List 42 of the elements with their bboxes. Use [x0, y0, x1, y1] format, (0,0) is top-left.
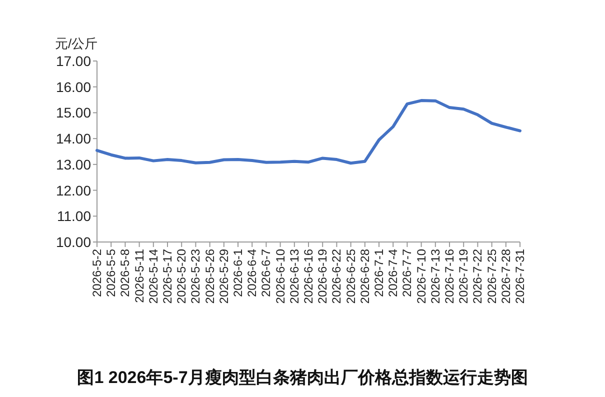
x-tick-label: 2026-6-4	[245, 248, 260, 298]
x-tick-label: 2026-5-17	[160, 248, 174, 304]
y-tick-label: 16.00	[56, 78, 92, 95]
x-tick-label: 2026-7-1	[372, 248, 386, 298]
x-tick-label: 2026-7-25	[484, 248, 499, 304]
x-tick-label: 2026-5-26	[202, 248, 217, 304]
text: 图1 2026年5-7月瘦肉型白条猪肉出厂价格总指数运行走势图	[77, 368, 528, 387]
y-tick-label: 11.00	[57, 208, 92, 224]
y-tick-label: 12.00	[56, 182, 92, 198]
y-tick-label: 13.00	[56, 156, 92, 172]
x-tick-label: 2026-7-7	[400, 248, 414, 298]
y-tick-label: 17.00	[56, 53, 92, 69]
line-series	[96, 99, 522, 165]
x-tick-label: 2026-5-11	[132, 248, 146, 303]
x-tick-label: 2026-5-29	[216, 248, 231, 304]
x-tick-label: 2026-7-13	[428, 248, 442, 304]
x-tick-label: 2026-6-25	[344, 248, 358, 304]
x-tick-label: 2026-7-16	[442, 248, 456, 304]
y-tick-label: 14.00	[56, 130, 92, 147]
x-tick-label: 2026-6-28	[358, 248, 372, 304]
x-tick-label: 2026-5-2	[90, 248, 104, 298]
x-tick-label: 2026-7-22	[470, 248, 485, 304]
x-tick-label: 2026-6-10	[273, 248, 288, 304]
x-tick-label: 2026-5-5	[104, 248, 118, 298]
y-axis-title: 元/公斤	[55, 36, 98, 51]
y-tick-label: 15.00	[56, 104, 92, 121]
x-tick-label: 2026-5-8	[118, 248, 132, 298]
x-tick-label: 2026-5-23	[188, 248, 203, 304]
x-tick-label: 2026-7-10	[414, 248, 428, 304]
x-tick-label: 2026-7-31	[513, 248, 527, 304]
x-tick-label: 2026-5-20	[174, 248, 189, 304]
x-tick-label: 2026-7-19	[456, 248, 471, 304]
x-tick-label: 2026-6-13	[287, 248, 302, 304]
x-tick-label: 2026-7-4	[386, 248, 400, 298]
x-tick-label: 2026-5-14	[146, 248, 160, 304]
x-tick-label: 2026-6-19	[316, 248, 330, 304]
y-tick-label: 10.00	[56, 234, 92, 250]
x-tick-label: 2026-6-22	[330, 248, 344, 304]
x-tick-label: 2026-6-16	[302, 248, 316, 304]
x-tick-label: 2026-7-28	[498, 248, 513, 304]
x-tick-label: 2026-6-7	[259, 248, 274, 298]
x-tick-label: 2026-6-1	[231, 248, 245, 298]
